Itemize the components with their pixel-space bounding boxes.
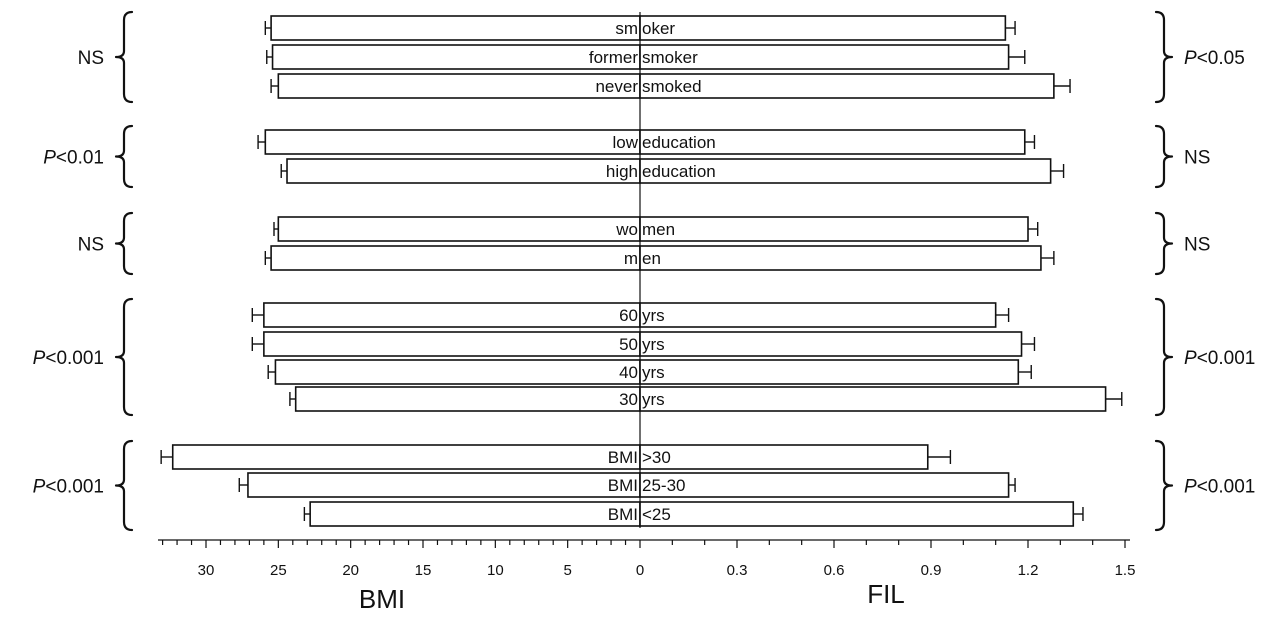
right-significance-label: P<0.001 [1184,477,1255,498]
category-label-left: m [624,249,638,268]
category-label-right: en [642,249,661,268]
right-brace [1154,124,1174,189]
fil-bar [639,216,1029,242]
significance-layer: NS P<0.05 P<0.01 NS NS NS P<0.001 P<0.001 P<0.00… [33,10,1255,532]
left-significance-label: NS [78,235,104,256]
category-label-left: BMI [608,476,638,495]
bmi-tick-label: 30 [198,562,215,579]
fil-bar [639,245,1042,271]
category-label-right: education [642,162,716,181]
right-brace [1154,10,1174,104]
category-label-left: 40 [619,363,638,382]
category-label-left: 60 [619,306,638,325]
left-significance-label: P<0.001 [33,348,104,369]
fil-bar [639,386,1107,412]
category-label-left: BMI [608,448,638,467]
category-label-right: yrs [642,363,665,382]
category-label-right: yrs [642,335,665,354]
fil-tick-label: 0.3 [727,562,748,579]
bmi-bar [263,331,641,357]
fil-tick-label: 0.9 [921,562,942,579]
category-label-right: 25-30 [642,476,685,495]
fil-bar [639,501,1075,527]
category-label-right: <25 [642,505,671,524]
right-significance-label: P<0.05 [1184,48,1245,69]
bmi-tick-label: 5 [563,562,571,579]
category-label-right: oker [642,19,675,38]
left-brace [114,439,134,532]
category-label-left: 50 [619,335,638,354]
right-brace [1154,297,1174,417]
right-significance-label: NS [1184,235,1210,256]
bmi-bar [277,73,641,99]
category-label-left: 30 [619,390,638,409]
left-brace [114,124,134,189]
category-label-right: smoker [642,48,698,67]
fil-bar [639,472,1010,498]
bmi-bar [294,386,641,412]
bmi-bar [286,158,641,184]
bmi-tick-label: 10 [487,562,504,579]
bmi-tick-label: 20 [342,562,359,579]
left-significance-label: P<0.001 [33,477,104,498]
bmi-tick-label: 25 [270,562,287,579]
bmi-tick-label: 15 [415,562,432,579]
fil-bar [639,15,1007,41]
bmi-axis-title: BMI [359,584,405,614]
fil-bar [639,444,929,470]
left-significance-label: P<0.01 [43,148,104,169]
fil-bar [639,129,1026,155]
bmi-tick-label: 0 [636,562,644,579]
fil-bar [639,359,1020,385]
fil-tick-label: 1.2 [1018,562,1039,579]
fil-bar [639,331,1023,357]
right-brace [1154,211,1174,276]
left-brace [114,211,134,276]
category-label-right: yrs [642,306,665,325]
category-label-right: >30 [642,448,671,467]
category-label-left: former [589,48,638,67]
fil-bar [639,73,1055,99]
right-significance-label: P<0.001 [1184,348,1255,369]
bmi-bar [264,129,641,155]
bmi-bar [271,44,641,70]
right-brace [1154,439,1174,532]
right-significance-label: NS [1184,148,1210,169]
fil-bar [639,44,1010,70]
bmi-bar [247,472,641,498]
bmi-bar [309,501,641,527]
x-axis: 30 25 20 15 10 5 0 0.3 0.6 0.9 1.2 1.5 [158,12,1135,579]
left-significance-label: NS [78,48,104,69]
left-brace [114,10,134,104]
category-label-left: high [606,162,638,181]
bars-layer [160,15,1123,527]
category-label-left: low [612,133,638,152]
category-label-left: wo [615,220,638,239]
category-label-left: BMI [608,505,638,524]
bmi-bar [270,15,641,41]
bmi-bar [263,302,641,328]
category-label-right: smoked [642,77,702,96]
fil-tick-label: 0.6 [824,562,845,579]
bmi-bar [274,359,641,385]
category-label-right: yrs [642,390,665,409]
category-label-right: education [642,133,716,152]
category-label-right: men [642,220,675,239]
category-label-left: never [595,77,638,96]
bmi-bar [277,216,641,242]
category-label-left: sm [615,19,638,38]
fil-axis-title: FIL [867,579,905,609]
left-brace [114,297,134,417]
bmi-bar [270,245,641,271]
bmi-bar [171,444,641,470]
fil-bar [639,302,997,328]
fil-tick-label: 1.5 [1115,562,1136,579]
